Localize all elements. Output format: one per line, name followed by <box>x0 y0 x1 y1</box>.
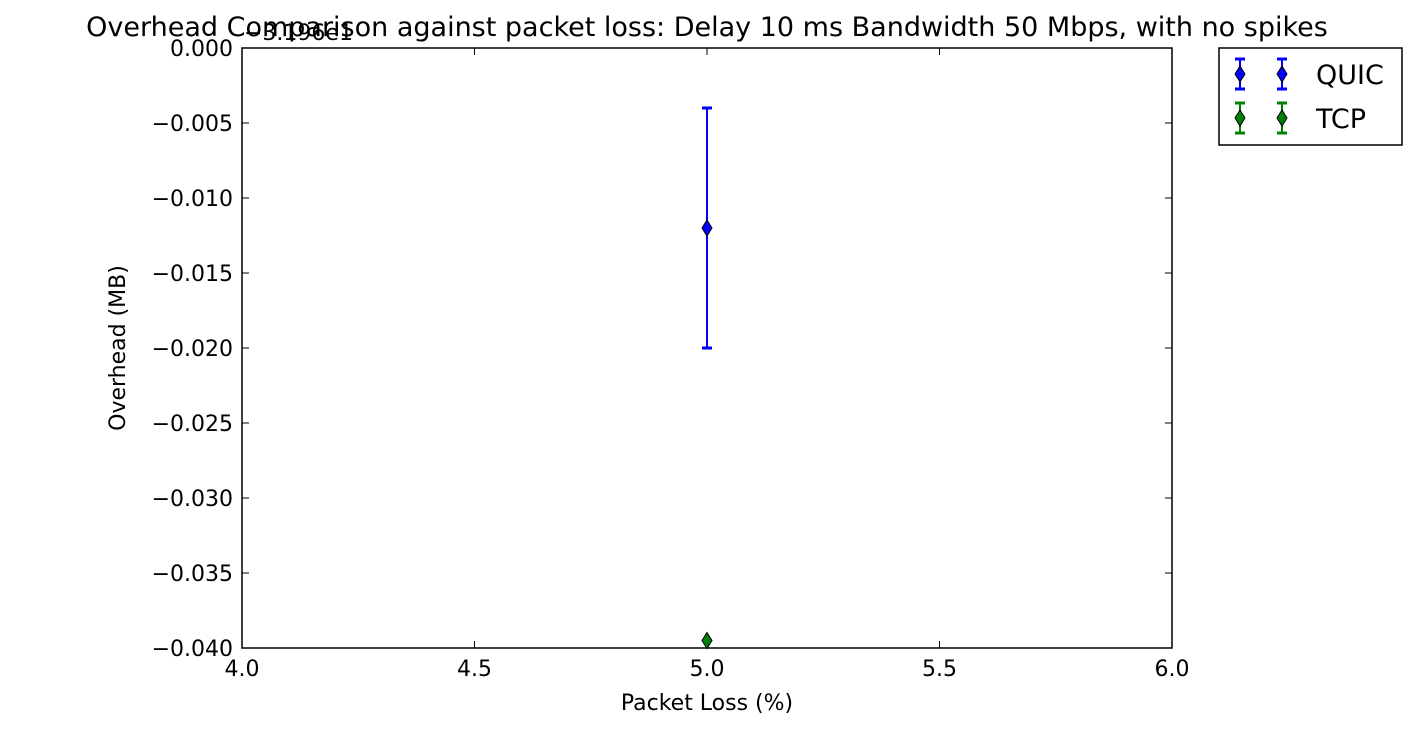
legend-quic-marker <box>1234 65 1246 83</box>
x-tick-label: 5.5 <box>922 657 957 682</box>
y-tick-label: −0.005 <box>152 112 233 137</box>
y-tick-label: −0.035 <box>152 562 233 587</box>
y-tick-label: −0.010 <box>152 187 233 212</box>
x-tick-label: 4.5 <box>457 657 492 682</box>
y-tick-label: −0.030 <box>152 487 233 512</box>
y-tick-label: −0.040 <box>152 637 233 662</box>
x-tick-label: 4.0 <box>225 657 260 682</box>
legend-quic-marker <box>1276 65 1288 83</box>
y-tick-label: −0.025 <box>152 412 233 437</box>
series-tcp-point <box>701 631 713 650</box>
y-tick-label: 0.000 <box>170 37 233 62</box>
legend-tcp-marker <box>1234 109 1246 127</box>
x-axis-label: Packet Loss (%) <box>621 691 793 716</box>
y-tick-label: −0.020 <box>152 337 233 362</box>
legend-quic-label: QUIC <box>1316 60 1384 91</box>
plot-area: 4.0 4.5 5.0 5.5 6.0 0.000 −0.005 −0.010 −0.015 −0… <box>152 37 1190 682</box>
chart-title: Overhead Comparison against packet loss:… <box>86 12 1328 43</box>
x-tick-label: 5.0 <box>690 657 725 682</box>
y-tick-label: −0.015 <box>152 262 233 287</box>
legend: QUIC TCP <box>1218 47 1403 146</box>
legend-tcp-marker <box>1276 109 1288 127</box>
y-axis-offset-label: −3.196e1 <box>244 21 353 46</box>
y-axis-label: Overhead (MB) <box>106 265 131 431</box>
series-quic-point <box>701 219 713 237</box>
x-tick-label: 6.0 <box>1155 657 1190 682</box>
legend-tcp-label: TCP <box>1315 104 1366 135</box>
legend-frame <box>1218 47 1403 146</box>
